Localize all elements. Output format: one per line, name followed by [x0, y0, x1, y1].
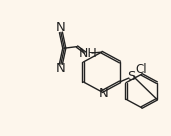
Text: NH: NH [79, 47, 98, 60]
Text: N: N [56, 62, 66, 75]
Text: S: S [128, 70, 136, 84]
Text: Cl: Cl [136, 63, 147, 76]
Text: N: N [56, 21, 66, 34]
Text: N: N [99, 86, 109, 100]
